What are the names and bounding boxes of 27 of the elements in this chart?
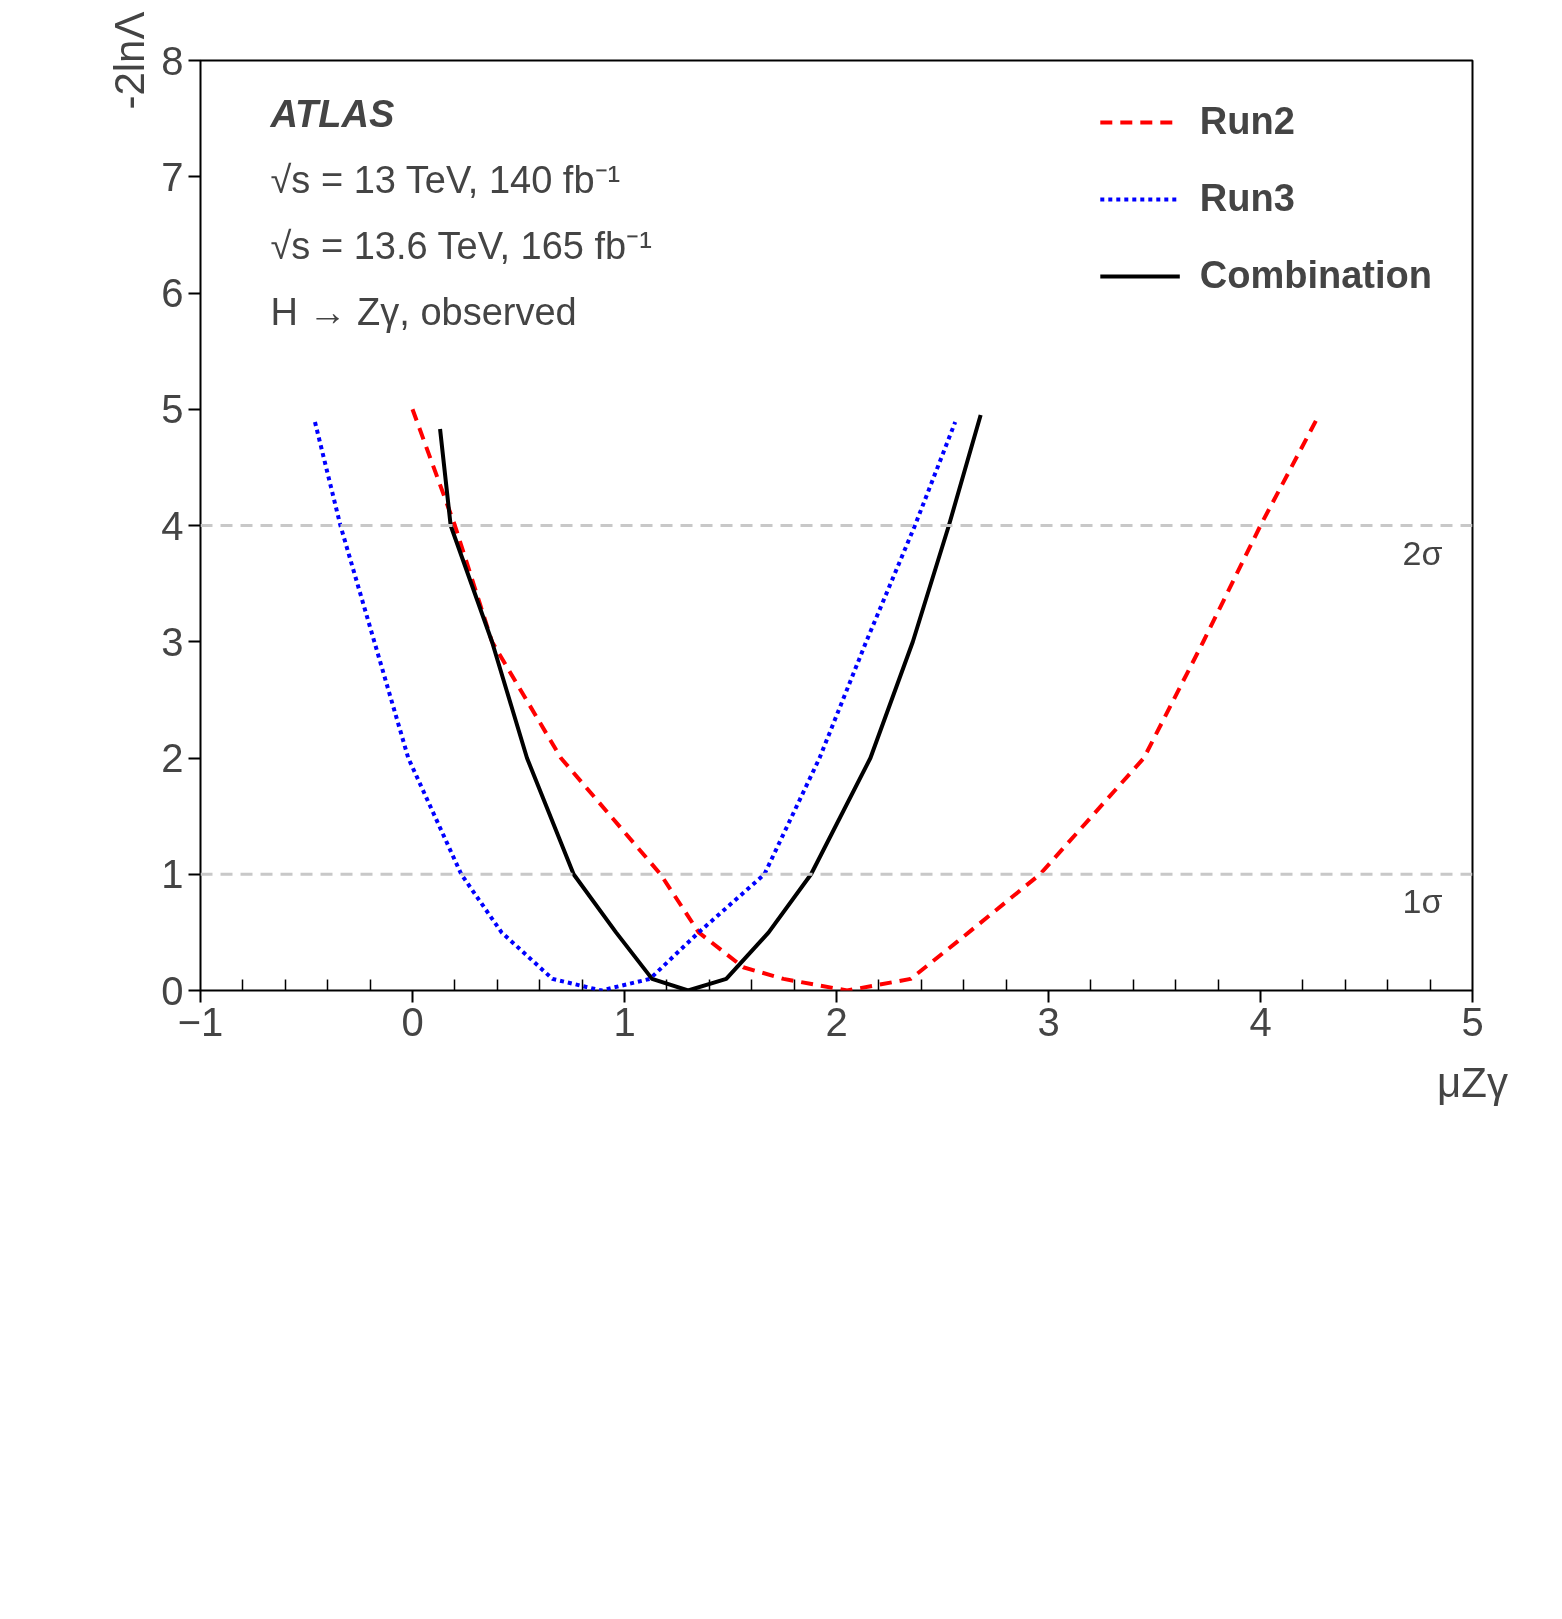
x-tick-label: 5 — [1461, 999, 1484, 1044]
x-tick-label: 4 — [1249, 999, 1272, 1044]
x-tick-label: 1 — [613, 999, 636, 1044]
y-tick-label: 7 — [161, 154, 184, 199]
line-series — [312, 420, 958, 991]
annotation: H → Zγ, observed — [270, 290, 577, 333]
legend-label: Run2 — [1199, 100, 1295, 143]
x-tick-label: 3 — [1037, 999, 1060, 1044]
y-tick-label: 2 — [161, 736, 184, 780]
x-axis-title: μZγ — [1437, 1058, 1508, 1106]
line-series — [410, 407, 1320, 991]
annotation: ATLAS — [269, 92, 395, 135]
ref-line-label: 1σ — [1402, 882, 1443, 921]
y-tick-label: 8 — [161, 38, 184, 83]
ref-line-label: 2σ — [1402, 533, 1443, 572]
x-tick-label: 0 — [401, 999, 424, 1044]
legend-label: Run3 — [1199, 177, 1295, 220]
y-tick-label: 4 — [161, 503, 184, 548]
y-tick-label: 3 — [161, 619, 184, 664]
y-tick-label: 5 — [161, 387, 184, 432]
annotation: √s = 13 TeV, 140 fb⁻¹ — [270, 158, 621, 201]
legend-label: Combination — [1199, 254, 1432, 297]
x-tick-label: 2 — [825, 999, 848, 1044]
y-tick-label: 6 — [161, 271, 184, 315]
annotation: √s = 13.6 TeV, 165 fb⁻¹ — [270, 224, 652, 267]
y-tick-label: 1 — [161, 852, 184, 897]
y-axis-title: -2lnΛ — [106, 11, 154, 110]
